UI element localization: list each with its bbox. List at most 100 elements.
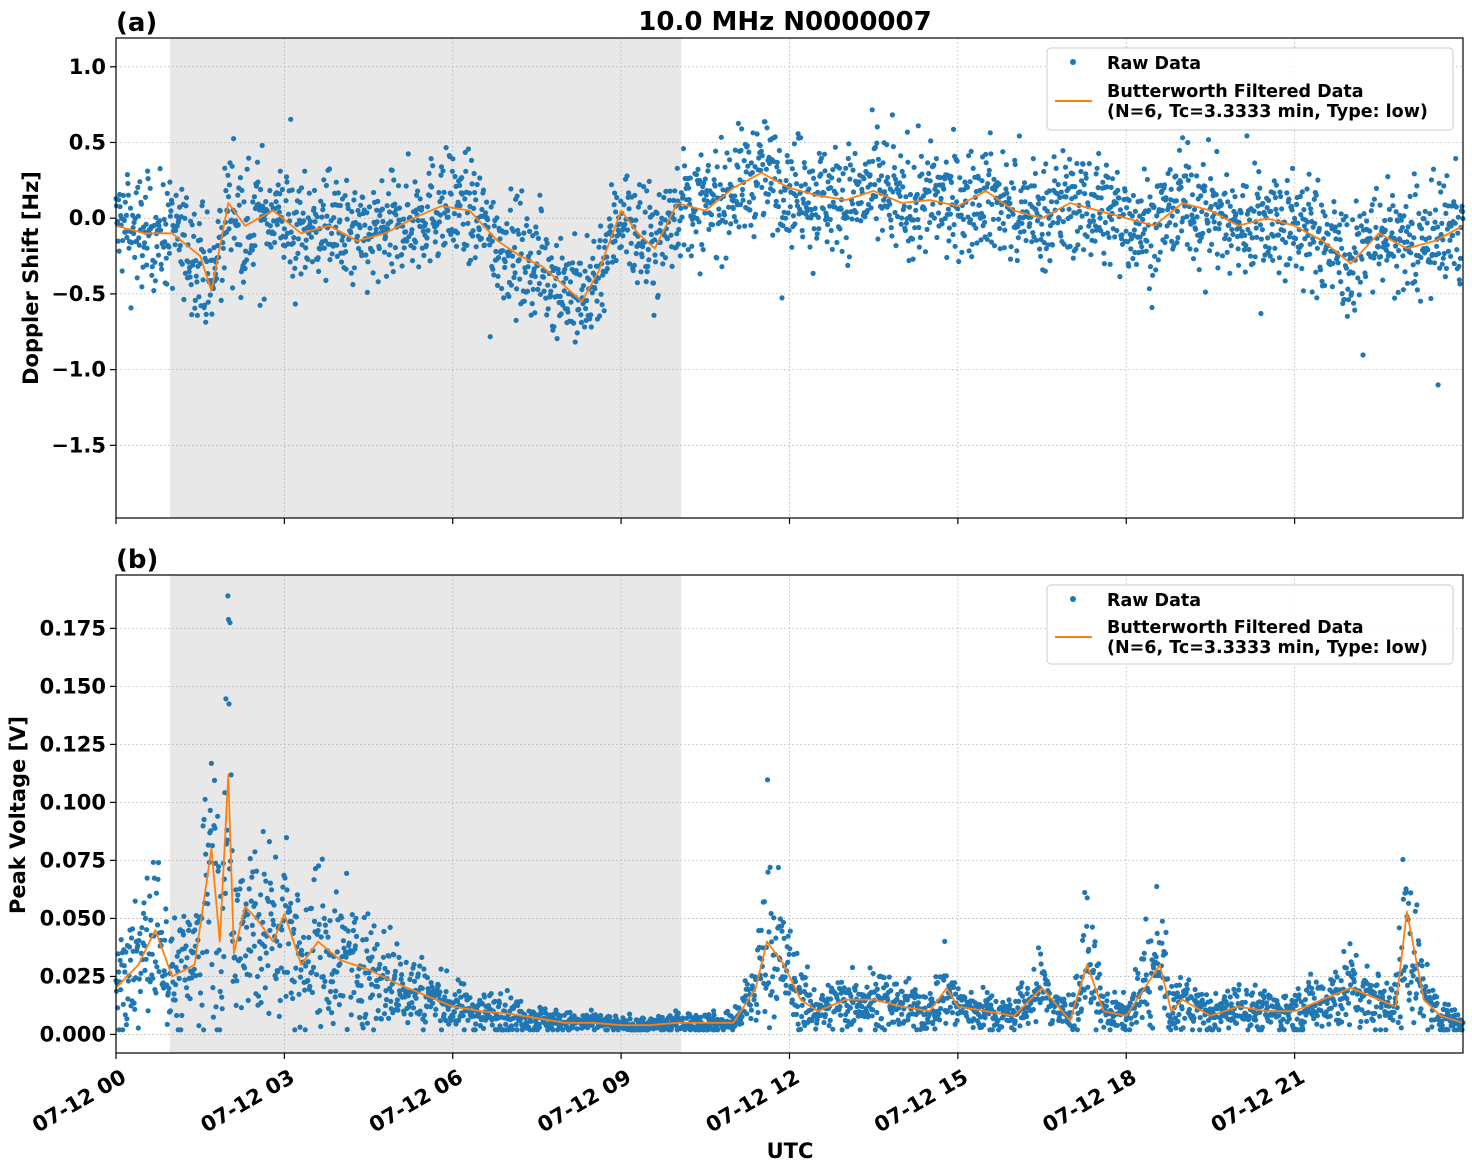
doppler-raw-point (571, 320, 577, 326)
doppler-raw-point (888, 217, 894, 223)
doppler-raw-point (445, 214, 451, 220)
voltage-raw-point (1252, 982, 1258, 988)
doppler-raw-point (849, 216, 855, 222)
doppler-raw-point (927, 178, 933, 184)
doppler-raw-point (868, 205, 874, 211)
voltage-raw-point (150, 859, 156, 865)
doppler-raw-point (133, 190, 139, 196)
doppler-raw-point (548, 255, 555, 261)
doppler-raw-point (302, 264, 308, 270)
doppler-raw-point (1022, 199, 1028, 205)
doppler-raw-point (485, 217, 491, 223)
doppler-raw-point (555, 266, 561, 272)
doppler-raw-point (652, 259, 659, 265)
doppler-raw-point (229, 217, 235, 223)
voltage-raw-point (332, 908, 338, 914)
voltage-raw-point (1025, 985, 1031, 991)
doppler-raw-point (726, 230, 732, 236)
doppler-legend-raw-marker (1070, 59, 1076, 65)
doppler-raw-point (535, 235, 542, 241)
doppler-raw-point (1360, 352, 1366, 358)
doppler-raw-point (931, 162, 937, 168)
doppler-raw-point (912, 225, 918, 231)
voltage-raw-point (206, 919, 212, 925)
doppler-raw-point (955, 206, 961, 212)
doppler-raw-point (1147, 194, 1153, 200)
voltage-raw-point (155, 876, 161, 882)
doppler-raw-point (531, 266, 537, 272)
doppler-raw-point (300, 210, 306, 216)
voltage-raw-point (394, 941, 400, 947)
voltage-raw-point (408, 1011, 414, 1018)
doppler-raw-point (260, 203, 266, 209)
doppler-raw-point (384, 203, 390, 209)
doppler-raw-point (551, 283, 558, 289)
voltage-raw-point (428, 980, 434, 986)
doppler-raw-point (1392, 295, 1398, 301)
voltage-raw-point (176, 949, 182, 955)
doppler-raw-point (393, 212, 399, 218)
doppler-raw-point (1273, 182, 1279, 188)
voltage-raw-point (1150, 1025, 1156, 1031)
doppler-raw-point (470, 228, 476, 234)
doppler-raw-point (318, 198, 324, 204)
doppler-raw-point (1240, 193, 1246, 199)
doppler-raw-point (511, 244, 518, 251)
voltage-raw-point (173, 982, 179, 988)
doppler-raw-point (501, 295, 507, 301)
doppler-raw-point (1441, 183, 1447, 189)
doppler-raw-point (954, 199, 960, 205)
doppler-raw-point (1371, 255, 1377, 261)
doppler-raw-point (392, 201, 398, 207)
doppler-raw-point (122, 199, 128, 205)
voltage-raw-point (1074, 973, 1080, 979)
voltage-raw-point (424, 975, 431, 981)
doppler-raw-point (690, 221, 696, 227)
doppler-raw-point (1271, 178, 1277, 184)
doppler-raw-point (302, 168, 308, 174)
doppler-raw-point (1421, 216, 1427, 222)
doppler-raw-point (298, 271, 304, 277)
doppler-raw-point (1345, 297, 1352, 303)
voltage-raw-point (514, 1027, 520, 1033)
doppler-raw-point (243, 248, 249, 254)
doppler-raw-point (809, 212, 815, 218)
voltage-raw-point (193, 973, 199, 979)
doppler-raw-point (1425, 247, 1431, 253)
doppler-raw-point (433, 229, 439, 235)
doppler-raw-point (1459, 203, 1465, 209)
doppler-raw-point (1120, 212, 1127, 218)
doppler-raw-point (1292, 215, 1298, 221)
doppler-raw-point (452, 173, 458, 180)
doppler-raw-point (235, 192, 241, 198)
doppler-raw-point (337, 202, 343, 209)
doppler-raw-point (363, 252, 369, 258)
doppler-raw-point (983, 151, 989, 157)
doppler-raw-point (785, 210, 791, 216)
doppler-raw-point (399, 252, 405, 258)
voltage-raw-point (574, 1026, 580, 1032)
doppler-raw-point (1137, 234, 1143, 240)
doppler-raw-point (560, 302, 566, 308)
doppler-raw-point (1140, 216, 1146, 223)
voltage-raw-point (874, 1009, 880, 1016)
voltage-raw-point (509, 1026, 516, 1032)
voltage-raw-point (762, 1008, 768, 1015)
doppler-raw-point (138, 201, 144, 207)
voltage-raw-point (277, 997, 283, 1004)
doppler-raw-point (472, 190, 478, 196)
voltage-raw-point (1011, 1027, 1017, 1033)
doppler-raw-point (705, 162, 712, 168)
voltage-raw-point (766, 1025, 773, 1031)
doppler-raw-point (1391, 253, 1397, 259)
doppler-raw-point (1021, 180, 1028, 186)
voltage-raw-point (212, 825, 218, 831)
doppler-raw-point (646, 178, 652, 184)
voltage-raw-point (1169, 983, 1175, 990)
voltage-raw-point (135, 942, 141, 949)
doppler-raw-point (1325, 231, 1331, 237)
voltage-raw-point (291, 926, 297, 933)
doppler-raw-point (896, 188, 902, 194)
doppler-raw-point (1241, 247, 1247, 253)
doppler-raw-point (687, 175, 693, 181)
